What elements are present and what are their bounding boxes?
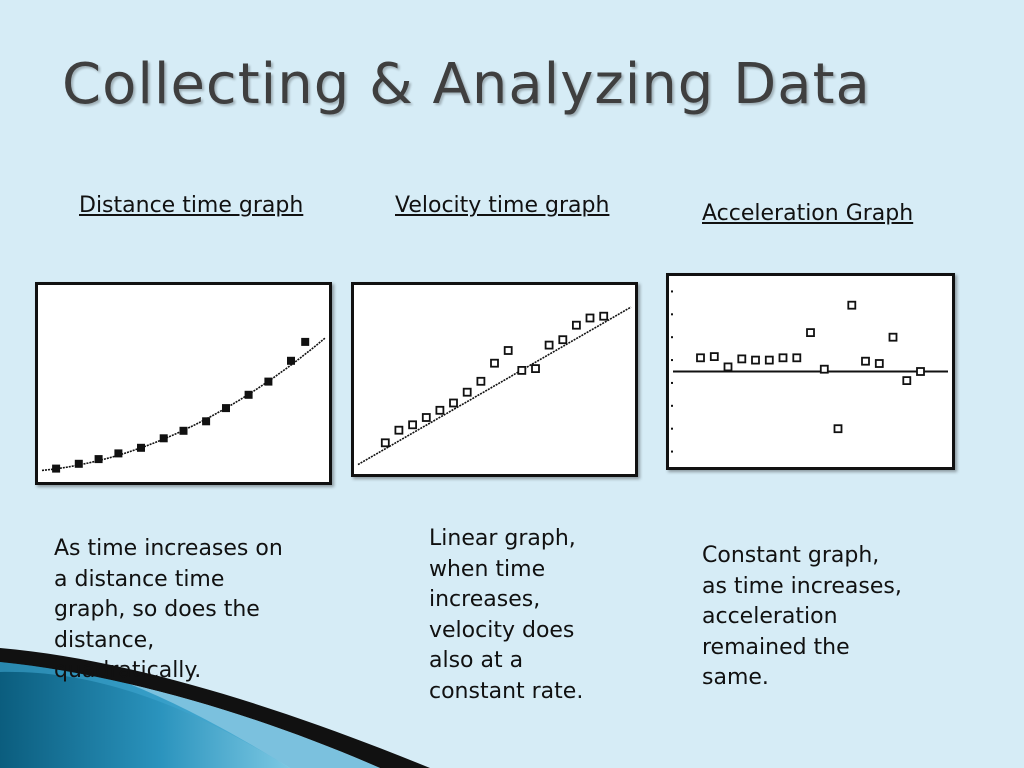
velocity-time-plot [351, 282, 638, 477]
caption-acceleration: Constant graph, as time increases, accel… [702, 541, 902, 694]
caption-line: increases, [429, 587, 541, 612]
data-point [751, 355, 760, 365]
data-point [435, 405, 445, 415]
data-point [94, 455, 103, 464]
caption-line: as time increases, [702, 573, 902, 599]
data-point [74, 459, 83, 468]
caption-line: also at a [429, 648, 524, 673]
fit-line [357, 306, 632, 466]
data-point [571, 320, 581, 330]
axis-tick [671, 427, 673, 430]
caption-line: remained the [702, 634, 850, 660]
slide-title: Collecting & Analyzing Data [62, 52, 871, 117]
data-point [847, 300, 857, 310]
data-point [833, 424, 843, 434]
caption-line: Linear graph, [429, 526, 576, 551]
data-point [544, 340, 554, 350]
data-point [114, 449, 123, 458]
data-point [531, 364, 540, 373]
caption-line: constant rate. [429, 678, 584, 704]
data-point [462, 387, 472, 397]
caption-line: distance, [54, 627, 155, 653]
data-point [503, 346, 513, 355]
distance-time-plot [35, 282, 332, 485]
data-point [52, 464, 61, 473]
data-point [806, 328, 815, 337]
data-point [902, 376, 912, 385]
heading-acceleration-graph: Acceleration Graph [702, 201, 914, 226]
data-point [709, 352, 719, 361]
caption-line: when time [429, 556, 546, 582]
data-point [380, 438, 390, 448]
heading-velocity-graph: Velocity time graph [395, 193, 610, 218]
caption-velocity: Linear graph, when time increases, veloc… [429, 524, 583, 707]
data-point [585, 313, 595, 323]
axis-tick [671, 404, 673, 407]
data-point [861, 356, 870, 366]
data-point [737, 354, 747, 364]
data-point [264, 377, 273, 386]
data-point [792, 353, 802, 363]
fit-line [41, 337, 326, 472]
data-point [874, 359, 884, 368]
data-point [202, 417, 211, 426]
data-point [244, 390, 253, 399]
data-point [778, 353, 788, 363]
caption-line: quadratically. [54, 658, 202, 683]
velocity-time-chart [357, 306, 632, 466]
axis-tick [671, 450, 673, 453]
heading-distance-graph: Distance time graph [79, 193, 304, 218]
data-point [421, 413, 431, 422]
data-point [408, 420, 417, 430]
caption-line: a distance time [54, 566, 225, 592]
data-point [179, 426, 188, 435]
caption-line: same. [702, 665, 769, 690]
axis-tick [671, 313, 673, 316]
caption-distance: As time increases on a distance time gra… [54, 534, 283, 687]
data-point [476, 376, 486, 386]
axis-tick [671, 359, 673, 362]
data-point [301, 337, 310, 346]
data-point [287, 356, 295, 365]
data-point [764, 355, 774, 365]
caption-line: acceleration [702, 604, 838, 629]
data-point [819, 364, 829, 374]
data-point [723, 362, 733, 372]
data-point [696, 353, 705, 363]
axis-tick [671, 336, 673, 339]
data-point [159, 434, 168, 443]
data-point [888, 332, 898, 342]
caption-line: velocity does [429, 617, 575, 643]
data-point [558, 335, 568, 345]
data-point [222, 404, 230, 413]
data-point [599, 311, 609, 321]
data-point [490, 358, 499, 368]
data-point [916, 367, 925, 376]
axis-tick [671, 290, 673, 293]
axis-tick [671, 381, 673, 384]
data-point [394, 425, 404, 435]
caption-line: Constant graph, [702, 543, 880, 568]
acceleration-plot [666, 273, 955, 470]
distance-time-chart [41, 337, 326, 473]
caption-line: As time increases on [54, 536, 283, 561]
acceleration-chart [671, 290, 948, 453]
data-point [517, 366, 527, 375]
caption-line: graph, so does the [54, 597, 260, 622]
data-point [449, 398, 458, 408]
data-point [137, 443, 145, 452]
